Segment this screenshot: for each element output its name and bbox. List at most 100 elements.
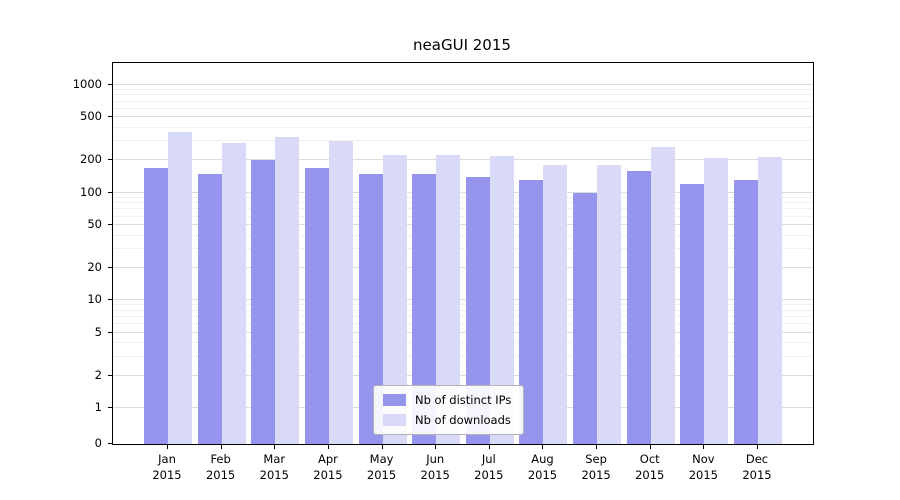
y-tick-mark	[108, 374, 112, 376]
y-tick-mark	[108, 83, 112, 85]
x-tick-label: Jul 2015	[474, 451, 503, 483]
gridline	[113, 299, 813, 301]
y-tick-label: 500	[80, 109, 102, 124]
x-tick-mark	[596, 445, 598, 449]
gridline	[113, 107, 813, 109]
legend-item: Nb of distinct IPs	[383, 393, 511, 407]
y-tick-label: 1	[94, 400, 102, 414]
x-tick-mark	[703, 445, 705, 449]
gridline	[113, 191, 813, 193]
bar-distinct-ips	[251, 160, 276, 444]
x-tick-label: May 2015	[367, 451, 396, 483]
x-tick-mark	[167, 445, 168, 449]
bar-downloads	[328, 141, 353, 444]
gridline	[113, 355, 813, 357]
bar-distinct-ips	[304, 167, 329, 444]
x-tick-year: 2015	[259, 468, 289, 482]
y-tick-mark	[108, 266, 112, 268]
gridline	[113, 316, 813, 318]
x-tick-month: Oct	[639, 452, 660, 466]
x-tick-month: May	[369, 452, 394, 466]
x-tick-month: Sep	[585, 452, 607, 466]
x-tick-month: Jan	[158, 452, 176, 466]
gridline	[113, 116, 813, 118]
x-tick-month: Apr	[317, 452, 338, 466]
bar-downloads	[543, 165, 568, 444]
legend: Nb of distinct IPs Nb of downloads	[373, 385, 525, 435]
gridline	[113, 342, 813, 344]
x-tick-year: 2015	[205, 468, 236, 482]
bar-downloads	[275, 136, 300, 444]
x-tick-label: Feb 2015	[206, 451, 235, 483]
x-tick-label: Jan 2015	[152, 451, 181, 483]
y-tick-label: 1000	[72, 76, 102, 91]
x-tick-label: Apr 2015	[313, 451, 342, 483]
x-tick-mark	[327, 445, 329, 449]
chart-title: neaGUI 2015	[413, 36, 511, 54]
gridline	[113, 126, 813, 128]
gridline	[113, 208, 813, 210]
legend-item: Nb of downloads	[383, 413, 511, 427]
y-tick-mark	[108, 443, 112, 444]
gridline	[113, 309, 813, 311]
gridline	[113, 266, 813, 268]
bar-downloads	[758, 156, 782, 444]
y-tick-mark	[108, 116, 112, 118]
x-tick-mark	[757, 445, 758, 449]
x-tick-month: Jun	[426, 452, 445, 466]
y-tick-label: 100	[80, 184, 102, 199]
x-tick-label: Jun 2015	[421, 451, 450, 483]
x-tick-month: Feb	[210, 452, 231, 466]
x-tick-mark	[649, 445, 651, 449]
bar-distinct-ips	[734, 180, 758, 444]
gridline	[113, 247, 813, 249]
bar-downloads	[704, 158, 729, 444]
y-tick-label: 50	[87, 217, 102, 232]
bar-distinct-ips	[680, 184, 705, 444]
gridline	[113, 94, 813, 96]
gridline	[113, 234, 813, 236]
x-tick-label: Sep 2015	[581, 451, 610, 483]
x-tick-year: 2015	[581, 468, 611, 482]
x-tick-mark	[435, 445, 437, 449]
gridline	[113, 202, 813, 204]
x-tick-mark	[274, 445, 276, 449]
bar-distinct-ips	[573, 192, 598, 444]
legend-label: Nb of downloads	[415, 413, 511, 427]
bar-distinct-ips	[144, 167, 168, 444]
gridline	[113, 140, 813, 142]
x-tick-mark	[381, 445, 383, 449]
legend-swatch-icon	[383, 394, 406, 406]
x-tick-mark	[488, 445, 490, 449]
bar-downloads	[650, 147, 675, 444]
bar-distinct-ips	[197, 173, 222, 444]
x-tick-year: 2015	[474, 468, 504, 482]
gridline	[113, 323, 813, 325]
x-tick-label: Aug 2015	[528, 451, 557, 483]
y-tick-label: 0	[94, 436, 102, 450]
y-tick-mark	[108, 224, 112, 226]
gridline	[113, 88, 813, 90]
gridline	[113, 159, 813, 161]
x-tick-month: Dec	[745, 452, 769, 466]
x-tick-mark	[542, 445, 544, 449]
gridline	[113, 331, 813, 333]
bar-downloads	[221, 142, 246, 444]
bar-downloads	[168, 131, 192, 444]
x-tick-mark	[220, 445, 222, 449]
x-tick-year: 2015	[742, 468, 772, 482]
gridline	[113, 84, 813, 85]
x-tick-label: Mar 2015	[260, 451, 289, 483]
legend-label: Nb of distinct IPs	[415, 393, 512, 407]
y-tick-label: 2	[94, 367, 102, 382]
gridline	[113, 374, 813, 376]
x-tick-year: 2015	[420, 468, 450, 482]
x-tick-label: Dec 2015	[742, 451, 771, 483]
y-tick-mark	[108, 331, 112, 333]
gridline	[113, 304, 813, 306]
x-tick-month: Aug	[531, 452, 554, 466]
plot-area: Nb of distinct IPs Nb of downloads	[112, 62, 814, 445]
y-tick-mark	[108, 407, 112, 408]
gridline	[113, 224, 813, 226]
